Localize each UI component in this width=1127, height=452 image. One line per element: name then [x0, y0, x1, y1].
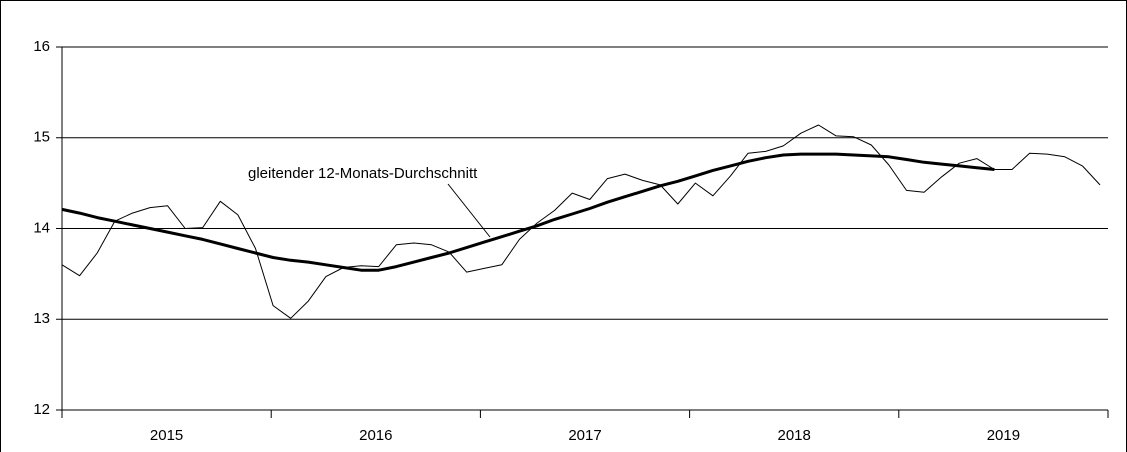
y-tick-label: 16	[33, 38, 50, 55]
annotation-leader	[447, 183, 491, 238]
x-tick-label: 2016	[359, 427, 392, 444]
x-tick-label: 2015	[150, 427, 183, 444]
y-tick-label: 12	[33, 401, 50, 418]
y-tick-label: 15	[33, 129, 50, 146]
y-tick-label: 13	[33, 310, 50, 327]
y-tick-label: 14	[33, 219, 50, 236]
data-line	[61, 124, 1101, 319]
annotation: gleitender 12-Monats-Durchschnitt	[248, 165, 478, 182]
x-tick-label: 2018	[778, 427, 811, 444]
data-line	[61, 152, 995, 272]
x-tick-label: 2019	[987, 427, 1020, 444]
x-tick-label: 2017	[568, 427, 601, 444]
